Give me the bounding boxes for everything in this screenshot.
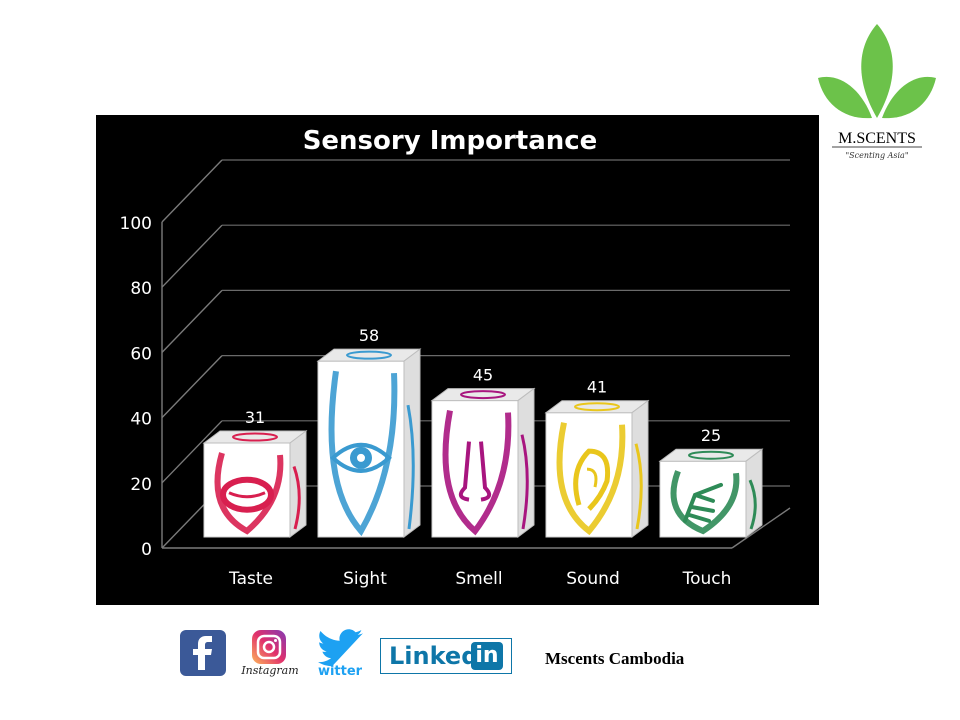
bar-touch: 25 <box>658 426 764 538</box>
brand-name: M.SCENTS <box>838 130 916 147</box>
x-axis-labels: Taste Sight Smell Sound Touch <box>228 569 731 589</box>
bar-top-swoosh <box>232 432 278 442</box>
y-tick-label: 60 <box>130 344 152 364</box>
bar-value-label: 41 <box>587 378 607 397</box>
gridline-diagonal <box>161 289 223 353</box>
bar-top-swoosh <box>688 450 734 460</box>
gridline-diagonal <box>161 159 223 223</box>
y-tick-label: 100 <box>120 214 152 234</box>
bars: 31 58 45 41 25 <box>202 326 764 538</box>
bar-top-swoosh <box>346 350 392 360</box>
linkedin-link[interactable]: Linked in <box>380 638 512 674</box>
x-tick-label: Sound <box>566 569 620 589</box>
gridline-diagonal <box>161 355 223 419</box>
y-tick-label: 40 <box>130 410 152 430</box>
brand-tagline: "Scenting Asia" <box>845 151 908 160</box>
mscents-logo: M.SCENTS "Scenting Asia" <box>818 24 936 160</box>
mouth-icon <box>214 452 284 535</box>
bar-side-swoosh <box>748 479 757 530</box>
x-tick-label: Smell <box>455 569 502 589</box>
y-tick-label: 80 <box>130 279 152 299</box>
gridline-diagonal <box>161 224 223 288</box>
bar-taste: 31 <box>202 408 308 538</box>
ear-icon <box>556 422 626 536</box>
y-axis-ticks: 0 20 40 60 80 100 <box>120 214 152 560</box>
floor-side-edge <box>731 507 791 549</box>
linkedin-icon: Linked in <box>381 639 511 673</box>
bar-top-swoosh <box>460 390 506 400</box>
hand-icon <box>670 470 740 535</box>
y-tick-label: 20 <box>130 475 152 495</box>
linkedin-word: Linked <box>389 642 479 670</box>
facebook-icon[interactable] <box>180 630 226 676</box>
twitter-link[interactable]: witter <box>312 628 368 688</box>
twitter-icon <box>318 629 363 667</box>
bar-side-swoosh <box>520 434 529 530</box>
gridline-diagonal <box>161 420 223 484</box>
y-tick-label: 0 <box>141 540 152 560</box>
bar-smell: 45 <box>430 366 536 538</box>
bar-value-label: 45 <box>473 366 493 385</box>
instagram-icon <box>252 630 286 664</box>
linkedin-badge: in <box>471 642 503 670</box>
bar-sound: 41 <box>544 378 650 538</box>
x-tick-label: Sight <box>343 569 387 589</box>
bar-value-label: 58 <box>359 326 379 345</box>
bar-side-swoosh <box>292 466 301 530</box>
social-row: Instagram witter Linked in <box>178 628 738 690</box>
instagram-link[interactable]: Instagram <box>240 628 300 688</box>
twitter-label: witter <box>317 664 363 679</box>
bar-side-swoosh <box>634 443 643 530</box>
bar-sight: 58 <box>316 326 422 538</box>
footer-brand-text: Mscents Cambodia <box>545 649 685 668</box>
chart-panel: Sensory Importance 0 20 40 60 80 100 31 58 45 41… <box>96 115 819 605</box>
bar-value-label: 31 <box>245 408 265 427</box>
leaf-logo-icon <box>818 24 936 119</box>
bar-side-swoosh <box>406 404 415 530</box>
sensory-chart: Sensory Importance 0 20 40 60 80 100 31 58 45 41… <box>96 115 819 605</box>
bar-top-swoosh <box>574 402 620 412</box>
x-tick-label: Taste <box>228 569 273 589</box>
bar-value-label: 25 <box>701 426 721 445</box>
chart-title: Sensory Importance <box>303 126 598 156</box>
x-tick-label: Touch <box>682 569 732 589</box>
eye-icon <box>328 370 398 537</box>
instagram-label: Instagram <box>241 664 299 677</box>
nose-icon <box>442 410 512 536</box>
